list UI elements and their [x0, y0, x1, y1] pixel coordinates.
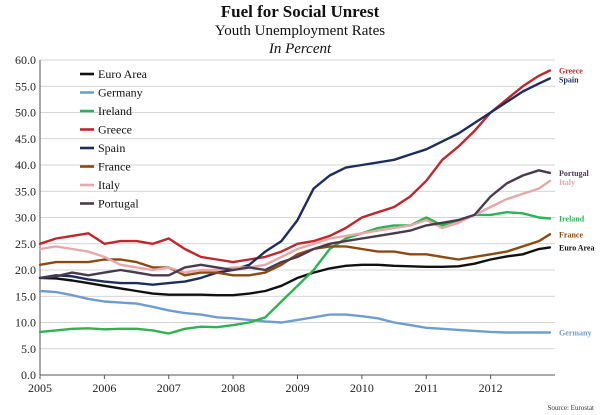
legend-label: Germany — [98, 86, 143, 100]
end-label-portugal: Portugal — [559, 169, 590, 178]
series-line-spain — [38, 77, 552, 286]
legend-label: France — [98, 160, 131, 174]
end-label-greece: Greece — [559, 67, 583, 76]
end-label-italy: Italy — [559, 178, 575, 187]
series-line-france — [38, 233, 552, 277]
legend-label: Portugal — [98, 197, 139, 211]
source-note: Source: Eurostat — [548, 404, 595, 412]
end-label-spain: Spain — [559, 76, 579, 85]
legend-label: Greece — [98, 123, 132, 137]
series-line-germany — [38, 289, 552, 334]
x-tick-label: 2006 — [92, 381, 116, 395]
x-tick-label: 2008 — [221, 381, 245, 395]
y-tick-label: 10.0 — [15, 316, 36, 330]
series-line-euro-area — [38, 246, 552, 297]
y-tick-label: 55.0 — [15, 79, 36, 93]
end-label-ireland: Ireland — [559, 215, 585, 224]
y-tick-label: 30.0 — [15, 211, 36, 225]
y-tick-label: 40.0 — [15, 158, 36, 172]
end-label-germany: Germany — [559, 328, 591, 337]
x-tick-label: 2007 — [157, 381, 181, 395]
y-tick-label: 20.0 — [15, 263, 36, 277]
x-tick-label: 2005 — [28, 381, 52, 395]
legend-label: Ireland — [98, 104, 132, 118]
series-lines — [38, 69, 552, 335]
y-tick-label: 15.0 — [15, 289, 36, 303]
x-tick-label: 2010 — [350, 381, 374, 395]
y-tick-label: 45.0 — [15, 132, 36, 146]
chart-unit-note: In Percent — [268, 41, 332, 57]
y-tick-label: 35.0 — [15, 184, 36, 198]
x-tick-label: 2011 — [414, 381, 438, 395]
y-tick-label: 5.0 — [21, 342, 36, 356]
end-label-france: France — [559, 230, 583, 239]
y-tick-label: 60.0 — [15, 53, 36, 67]
y-tick-label: 0.0 — [21, 368, 36, 382]
chart-title: Fuel for Social Unrest — [221, 2, 380, 21]
chart-subtitle: Youth Unemployment Rates — [215, 23, 385, 39]
legend-label: Spain — [98, 141, 125, 155]
end-label-euro-area: Euro Area — [559, 243, 594, 252]
series-line-ireland — [38, 210, 552, 335]
legend-label: Italy — [98, 178, 120, 192]
legend: Euro Area Germany Ireland Greece Spain France… — [80, 67, 148, 211]
y-tick-label: 50.0 — [15, 106, 36, 120]
series-line-portugal — [38, 169, 552, 280]
axes: 0.0 5.0 10.0 15.0 20.0 25.0 30.0 35.0 40.0 45.0 50… — [15, 53, 555, 395]
x-tick-label: 2009 — [286, 381, 310, 395]
x-tick-label: 2012 — [479, 381, 503, 395]
y-tick-label: 25.0 — [15, 237, 36, 251]
series-line-greece — [38, 69, 552, 264]
legend-label: Euro Area — [98, 67, 148, 81]
